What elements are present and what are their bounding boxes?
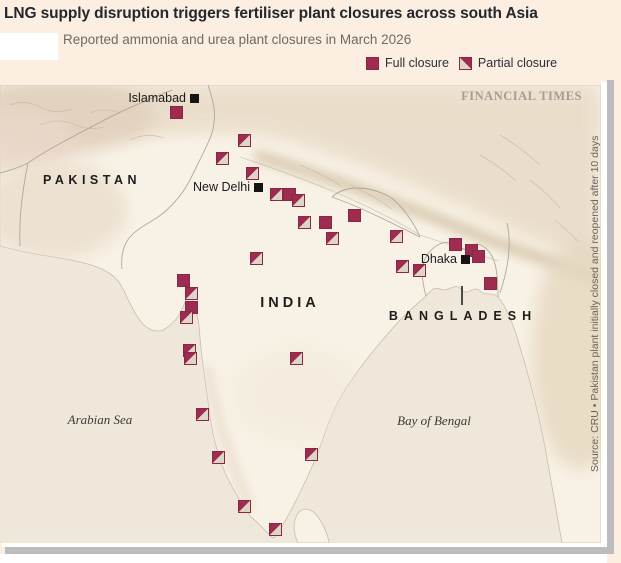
frame-gap-right <box>601 82 607 543</box>
full-closure-swatch-icon <box>366 56 379 70</box>
city-label-islamabad: Islamabad <box>128 91 186 105</box>
city-label-new-delhi: New Delhi <box>193 180 250 194</box>
closure-marker-partial <box>389 229 403 243</box>
closure-marker-partial <box>179 310 193 324</box>
closure-marker-full <box>483 276 497 290</box>
closure-marker-partial <box>237 499 251 513</box>
closure-marker-partial <box>215 151 229 165</box>
terrain-shading <box>0 85 601 509</box>
legend-label-partial: Partial closure <box>477 56 558 70</box>
chart-subtitle: Reported ammonia and urea plant closures… <box>63 32 412 47</box>
city-label-dhaka: Dhaka <box>420 252 457 266</box>
chart-title: LNG supply disruption triggers fertilise… <box>4 5 538 22</box>
islamabad-city-square <box>190 94 199 103</box>
closure-marker-partial <box>325 231 339 245</box>
closure-marker-partial <box>245 166 259 180</box>
ft-watermark: FINANCIAL TIMES <box>461 89 582 103</box>
legend-item-partial: Partial closure <box>458 56 558 70</box>
closure-marker-partial <box>249 251 263 265</box>
closure-marker-partial <box>195 407 209 421</box>
shadow-bar-bottom <box>5 547 614 554</box>
sea-label-arabian-sea: Arabian Sea <box>67 412 133 427</box>
closure-marker-partial <box>297 215 311 229</box>
country-label-pakistan: PAKISTAN <box>42 173 142 187</box>
closure-marker-full <box>471 249 485 263</box>
closure-marker-full <box>169 105 183 119</box>
closure-marker-partial <box>183 351 197 365</box>
closure-marker-full <box>448 237 462 251</box>
closure-marker-partial <box>289 351 303 365</box>
closure-marker-full <box>347 208 361 222</box>
country-label-india: INDIA <box>260 295 320 311</box>
shadow-bar-right <box>607 80 614 554</box>
closure-marker-full <box>176 273 190 287</box>
legend: Full closure Partial closure <box>366 56 557 70</box>
closure-marker-partial <box>412 263 426 277</box>
partial-closure-swatch-icon <box>458 56 472 70</box>
closure-marker-partial <box>211 450 225 464</box>
frame-gap-bottom <box>2 543 607 547</box>
dhaka-city-square <box>461 255 470 264</box>
legend-label-full: Full closure <box>385 56 449 70</box>
closure-marker-full <box>318 215 332 229</box>
closure-marker-partial <box>268 522 282 536</box>
sri-lanka-island <box>293 508 330 543</box>
legend-item-full: Full closure <box>366 56 449 70</box>
country-label-bangladesh: BANGLADESH <box>388 309 538 323</box>
closure-marker-partial <box>304 447 318 461</box>
closure-marker-partial <box>395 259 409 273</box>
white-patch <box>0 33 58 60</box>
south-asia-map <box>0 85 601 543</box>
closure-marker-partial <box>237 133 251 147</box>
sea-label-bay-of-bengal: Bay of Bengal <box>397 413 471 428</box>
closure-marker-partial <box>269 187 283 201</box>
closure-marker-partial <box>291 193 305 207</box>
closure-marker-partial <box>184 286 198 300</box>
dhaka-leader-line <box>461 286 463 305</box>
map-canvas <box>0 85 601 543</box>
frame-below-bottom <box>0 554 607 563</box>
new-delhi-city-square <box>254 183 263 192</box>
